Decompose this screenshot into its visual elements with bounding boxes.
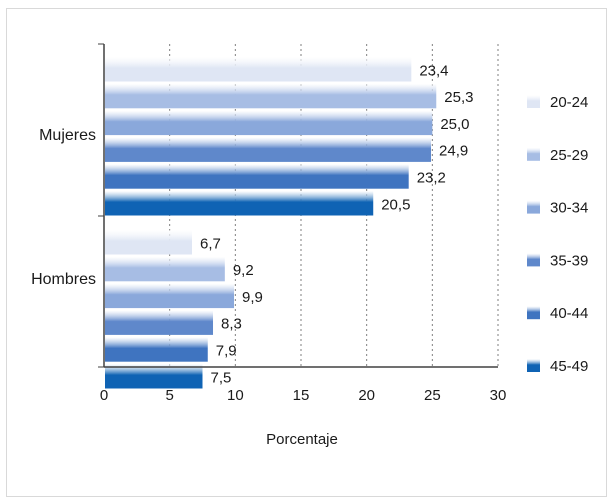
legend-swatch-45-49 xyxy=(527,359,540,372)
data-label: 24,9 xyxy=(439,143,468,160)
bars xyxy=(105,57,437,389)
bar-hombres-40-44 xyxy=(105,337,208,362)
legend-swatch-35-39 xyxy=(527,253,540,267)
legend-label-35-39: 35-39 xyxy=(550,252,588,269)
data-label: 23,2 xyxy=(417,169,446,186)
legend-label-20-24: 20-24 xyxy=(550,94,588,111)
x-tick-label-0: 0 xyxy=(100,387,108,404)
bar-mujeres-35-39 xyxy=(105,137,432,162)
legend-swatch-25-29 xyxy=(527,147,540,161)
legend-label-45-49: 45-49 xyxy=(550,358,588,375)
bar-mujeres-45-49 xyxy=(105,191,374,216)
bar-hombres-35-39 xyxy=(105,310,214,335)
legend-label-25-29: 25-29 xyxy=(550,147,588,164)
category-label-hombres: Hombres xyxy=(31,271,96,288)
x-tick-label-30: 30 xyxy=(490,387,507,404)
data-label: 25,3 xyxy=(444,89,473,106)
axes: Mujeres Hombres 0 5 10 15 20 25 30 xyxy=(31,43,507,404)
data-labels: 23,4 25,3 25,0 24,9 23,2 20,5 6,7 9,2 9,98,3 7,9 7… xyxy=(200,62,473,386)
bar-hombres-30-34 xyxy=(105,283,235,309)
data-label: 8,3 xyxy=(221,316,242,333)
bar-hombres-20-24 xyxy=(105,230,192,255)
legend-label-40-44: 40-44 xyxy=(550,305,588,322)
data-label: 9,2 xyxy=(233,262,254,279)
legend-swatch-40-44 xyxy=(527,306,540,320)
data-label: 7,5 xyxy=(211,369,232,386)
data-label: 9,9 xyxy=(242,289,263,306)
legend-swatch-20-24 xyxy=(527,95,540,108)
data-label: 6,7 xyxy=(200,235,221,252)
bar-mujeres-40-44 xyxy=(105,164,409,189)
legend-label-30-34: 30-34 xyxy=(550,200,588,217)
x-tick-label-25: 25 xyxy=(424,387,441,404)
legend-swatch-30-34 xyxy=(527,200,540,214)
bar-mujeres-25-29 xyxy=(105,83,437,109)
data-label: 23,4 xyxy=(419,62,448,79)
x-tick-label-5: 5 xyxy=(165,387,173,404)
x-tick-label-20: 20 xyxy=(358,387,375,404)
data-label: 7,9 xyxy=(216,342,237,359)
x-tick-label-15: 15 xyxy=(293,387,310,404)
data-label: 25,0 xyxy=(440,116,469,133)
bar-mujeres-20-24 xyxy=(105,57,412,82)
category-label-mujeres: Mujeres xyxy=(39,127,96,144)
data-label: 20,5 xyxy=(381,196,410,213)
bar-hombres-45-49 xyxy=(105,364,203,389)
legend: 20-24 25-29 30-34 35-39 40-44 45-49 xyxy=(527,94,588,375)
bar-mujeres-30-34 xyxy=(105,110,433,136)
x-axis-title: Porcentaje xyxy=(266,431,338,448)
bar-hombres-25-29 xyxy=(105,256,225,282)
x-tick-label-10: 10 xyxy=(227,387,244,404)
